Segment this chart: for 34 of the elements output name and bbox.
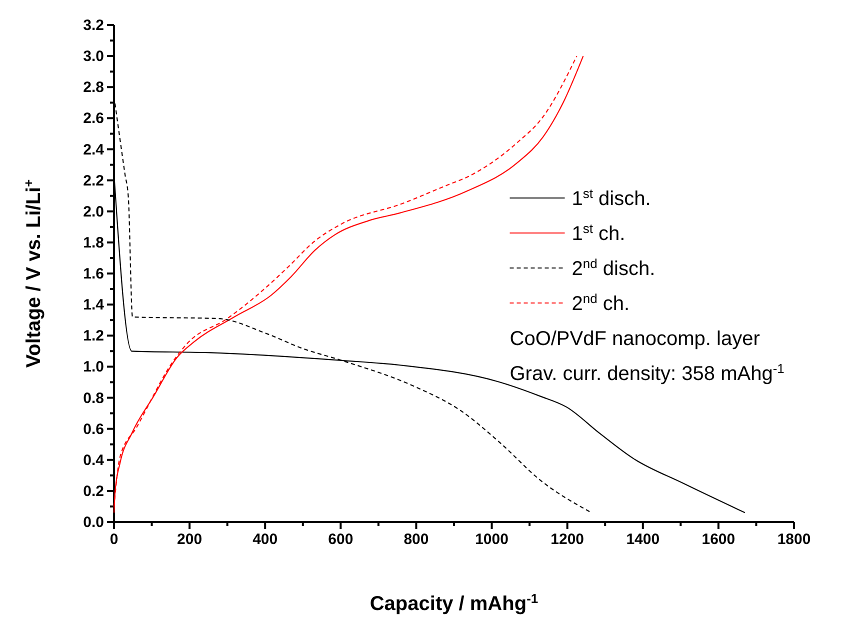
legend-label: 1$^{st}$ ch. bbox=[572, 220, 626, 245]
x-tick-label: 600 bbox=[328, 531, 354, 548]
x-tick-label: 1600 bbox=[702, 531, 736, 548]
y-tick-label: 1.4 bbox=[83, 296, 105, 314]
y-tick-label: 2.8 bbox=[83, 79, 104, 96]
x-tick-label: 1800 bbox=[777, 531, 811, 548]
y-tick-label: 1.2 bbox=[83, 328, 104, 345]
x-tick-label: 800 bbox=[404, 531, 429, 548]
legend-label: 2$^{nd}$ disch. bbox=[572, 256, 656, 280]
y-tick-label: 0.2 bbox=[83, 482, 104, 500]
y-tick-label: 0.6 bbox=[83, 420, 104, 438]
y-tick-label: 1.0 bbox=[83, 358, 104, 376]
annotation: Grav. curr. density: 358 mAhg$^{-1}$ bbox=[510, 360, 784, 385]
legend-label: 1$^{st}$ disch. bbox=[572, 186, 651, 210]
y-tick-label: 2.4 bbox=[83, 141, 105, 158]
y-tick-label: 3.0 bbox=[83, 48, 104, 66]
y-tick-label: 0.0 bbox=[83, 514, 104, 531]
x-tick-label: 0 bbox=[110, 531, 118, 548]
legend-label: 2$^{nd}$ ch. bbox=[572, 290, 630, 315]
x-tick-label: 200 bbox=[177, 531, 202, 548]
y-tick-label: 1.8 bbox=[83, 234, 104, 252]
y-tick-label: 2.6 bbox=[83, 110, 104, 128]
x-tick-label: 1200 bbox=[550, 531, 584, 548]
y-tick-label: 2.0 bbox=[83, 203, 104, 220]
y-tick-label: 1.6 bbox=[83, 266, 104, 282]
x-tick-label: 1000 bbox=[475, 531, 508, 548]
y-tick-label: 3.2 bbox=[83, 17, 104, 34]
y-tick-label: 0.8 bbox=[83, 390, 104, 407]
y-tick-label: 2.2 bbox=[83, 172, 104, 190]
x-axis-title: Capacity / mAhg$^{-1}$ bbox=[370, 590, 538, 615]
annotation: CoO/PVdF nanocomp. layer bbox=[510, 328, 760, 350]
x-tick-label: 1400 bbox=[626, 531, 660, 548]
x-tick-label: 400 bbox=[252, 531, 278, 548]
y-tick-label: 0.4 bbox=[83, 452, 105, 469]
